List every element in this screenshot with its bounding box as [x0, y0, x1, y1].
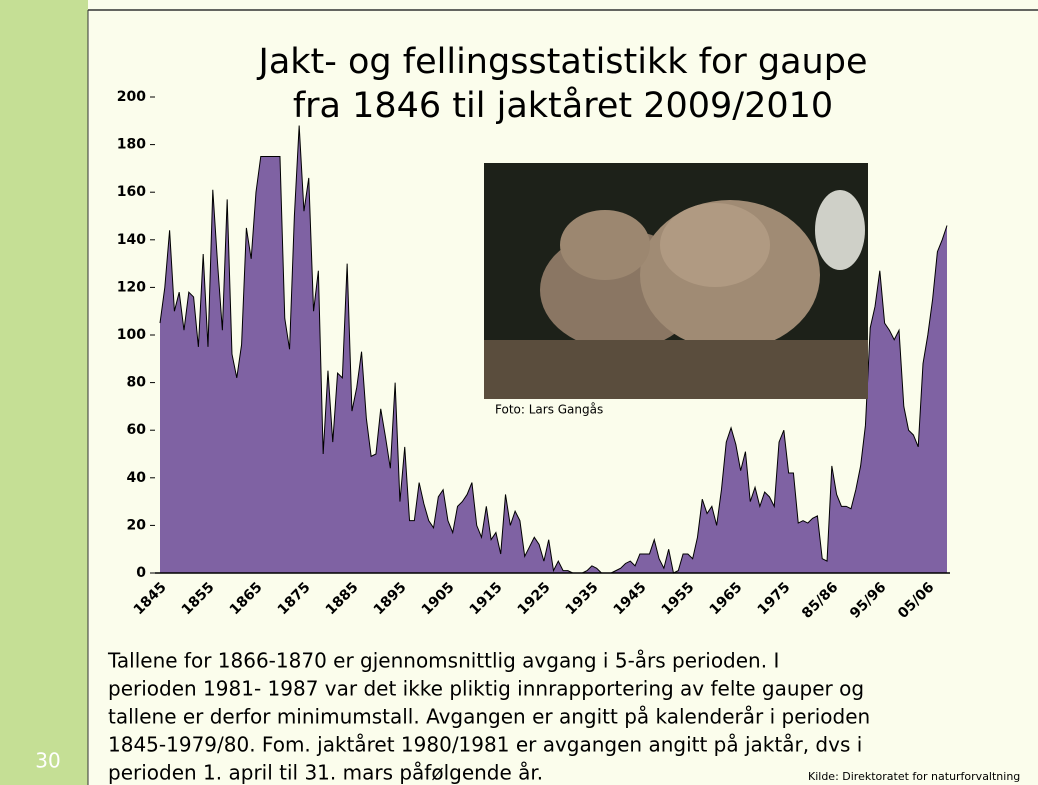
y-tick-label: 40 [127, 470, 147, 486]
y-tick-label: 180 [117, 137, 146, 153]
slide-number: 30 [35, 749, 60, 773]
photo [484, 163, 868, 399]
y-tick-label: 0 [136, 565, 146, 581]
note-line: perioden 1. april til 31. mars påfølgend… [108, 761, 543, 785]
slide: 30 0204060801001201401601802001845185518… [0, 0, 1038, 785]
note-line: tallene er derfor minimumstall. Avgangen… [108, 705, 870, 729]
side-band [0, 0, 88, 785]
y-tick-label: 60 [127, 422, 147, 438]
y-tick-label: 80 [127, 375, 147, 391]
note-line: perioden 1981- 1987 var det ikke pliktig… [108, 677, 864, 701]
source: Kilde: Direktoratet for naturforvaltning [808, 770, 1020, 783]
photo-caption: Foto: Lars Gangås [495, 403, 603, 417]
y-tick-label: 20 [127, 517, 147, 533]
y-tick-label: 140 [117, 232, 146, 248]
chart-title: fra 1846 til jaktåret 2009/2010 [293, 85, 833, 126]
chart-title: Jakt- og fellingsstatistikk for gaupe [257, 42, 868, 82]
note-line: 1845-1979/80. Fom. jaktåret 1980/1981 er… [108, 733, 862, 757]
note-line: Tallene for 1866-1870 er gjennomsnittlig… [107, 649, 779, 673]
y-tick-label: 200 [117, 89, 146, 105]
y-tick-label: 100 [117, 327, 146, 343]
y-tick-label: 160 [117, 184, 146, 200]
y-tick-label: 120 [117, 279, 146, 295]
